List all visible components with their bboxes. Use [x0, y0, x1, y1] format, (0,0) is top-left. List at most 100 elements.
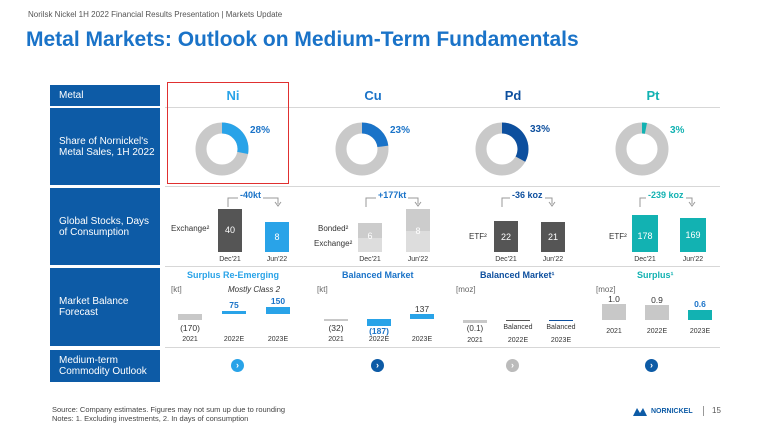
balance-year-pd-2021: 2021: [467, 337, 483, 344]
balance-value-cu-2022e: (187): [369, 326, 389, 336]
balance-value-pd-2023e: Balanced: [546, 324, 576, 331]
stock-value-pd-dec21: 22: [500, 232, 511, 242]
nornickel-logo: NORNICKEL: [632, 405, 693, 417]
balance-bar-ni-2021: [178, 314, 202, 320]
balance-year-pt-2023e: 2023E: [689, 328, 711, 335]
stock-bar-ni-jun22: [265, 222, 289, 252]
balance-bar-pt-2022e: [645, 305, 669, 320]
balance-year-ni-2021: 2021: [182, 336, 198, 343]
donut-share-slice: [221, 122, 249, 154]
balance-bar-cu-2021: [324, 319, 348, 321]
balance-bar-pt-2021: [602, 304, 626, 320]
balance-bar-cu-2022e: [367, 319, 391, 326]
balance-value-pt-2023e: 0.6: [694, 299, 706, 309]
stock-label-exchange: Exchange²: [314, 239, 353, 248]
stock-value-ni-dec21: 40: [224, 225, 235, 235]
stock-bar-pd-jun22: [541, 222, 565, 252]
balance-value-cu-2021: (32): [328, 323, 344, 333]
stock-value-cu-jun22: 8: [415, 226, 421, 236]
row-label-share: Share of Nornickel's Metal Sales, 1H 202…: [50, 108, 160, 185]
stock-value-pt-dec21: 178: [637, 231, 653, 241]
stock-value-pt-jun22: 169: [685, 230, 701, 240]
balance-year-cu-2021: 2021: [328, 336, 344, 343]
stock-date-ni-dec21: Dec'21: [219, 256, 241, 263]
balance-value-ni-2021: (170): [180, 323, 200, 333]
row-label-metal: Metal: [50, 85, 160, 106]
balance-bar-ni-2023e: [266, 307, 290, 314]
donut-chart-pt: [615, 122, 669, 176]
stock-label-pt: ETF²: [609, 232, 627, 241]
balance-year-ni-2022e: 2022E: [223, 336, 245, 343]
balance-year-ni-2023e: 2023E: [267, 336, 289, 343]
balance-bar-pt-2023e: [688, 310, 712, 320]
stock-bar-pt-jun22: [680, 218, 706, 252]
donut-remainder: [615, 122, 669, 176]
stock-bar-cu-dec21-exchange: [358, 238, 382, 252]
stock-value-ni-jun22: 8: [274, 232, 280, 242]
outlook-arrow-ni[interactable]: ›: [231, 359, 244, 372]
separator: [165, 186, 720, 187]
balance-year-pt-2022e: 2022E: [646, 328, 668, 335]
metal-header-ni: Ni: [226, 88, 240, 103]
separator: [165, 347, 720, 348]
balance-title-cu: Balanced Market: [342, 270, 414, 280]
balance-year-cu-2023e: 2023E: [411, 336, 433, 343]
outlook-arrow-pd[interactable]: ›: [506, 359, 519, 372]
stock-date-pd-dec21: Dec'21: [495, 256, 517, 263]
stock-bar-cu-jun22-bonded: [406, 209, 430, 231]
balance-value-pt-2022e: 0.9: [651, 295, 663, 305]
row-label-balance: Market Balance Forecast: [50, 268, 160, 346]
outlook-arrow-cu[interactable]: ›: [371, 359, 384, 372]
metal-header-pd: Pd: [504, 88, 522, 103]
nornickel-logo-icon: [633, 408, 647, 416]
delta-label-pt: -239 koz: [646, 190, 686, 200]
separator: [165, 107, 720, 108]
stock-bar-ni-dec21: [218, 209, 242, 252]
donut-share-slice: [501, 122, 529, 162]
page-number: 15: [712, 406, 721, 415]
stock-label-pd: ETF²: [469, 232, 487, 241]
footer-notes: Notes: 1. Excluding investments, 2. In d…: [52, 414, 249, 423]
share-value-pd: 33%: [530, 124, 551, 135]
balance-year-pd-2023e: 2023E: [550, 337, 572, 344]
stock-bar-cu-dec21-bonded: [358, 223, 382, 238]
metal-header-cu: Cu: [364, 88, 382, 103]
balance-unit-pd: [moz]: [456, 285, 476, 294]
balance-value-ni-2023e: 150: [270, 296, 286, 306]
balance-bar-ni-2022e: [222, 311, 246, 314]
balance-value-pd-2022e: Balanced: [503, 324, 533, 331]
stock-value-pd-jun22: 21: [547, 232, 558, 242]
page-title: Metal Markets: Outlook on Medium-Term Fu…: [26, 28, 579, 51]
footer-divider: [703, 406, 704, 416]
balance-year-pd-2022e: 2022E: [507, 337, 529, 344]
balance-note-ni: Mostly Class 2: [228, 285, 281, 294]
donut-chart-pd: [475, 122, 529, 176]
donut-share-slice: [361, 122, 389, 148]
stock-date-pt-dec21: Dec'21: [634, 256, 656, 263]
separator: [165, 266, 720, 267]
balance-unit-pt: [moz]: [596, 285, 616, 294]
share-value-ni: 28%: [250, 125, 271, 136]
share-value-pt: 3%: [670, 125, 685, 136]
stock-value-cu-dec21: 6: [367, 231, 373, 241]
footer-source: Source: Company estimates. Figures may n…: [52, 405, 286, 414]
stock-date-cu-jun22: Jun'22: [407, 256, 429, 263]
stock-bar-cu-jun22-exchange: [406, 231, 430, 252]
share-value-cu: 23%: [390, 125, 411, 136]
balance-unit-cu: [kt]: [317, 285, 328, 294]
stock-date-cu-dec21: Dec'21: [359, 256, 381, 263]
balance-year-pt-2021: 2021: [606, 328, 622, 335]
stock-label-bonded: Bonded²: [318, 224, 349, 233]
presentation-subtitle: Norilsk Nickel 1H 2022 Financial Results…: [28, 10, 283, 19]
nornickel-logo-text: NORNICKEL: [651, 407, 693, 415]
outlook-arrow-pt[interactable]: ›: [645, 359, 658, 372]
donut-chart-ni: [195, 122, 249, 176]
donut-chart-cu: [335, 122, 389, 176]
row-label-outlook: Medium-term Commodity Outlook: [50, 350, 160, 382]
balance-value-ni-2022e: 75: [229, 300, 239, 310]
balance-bar-pd-2021: [463, 320, 487, 323]
metal-header-pt: Pt: [646, 88, 660, 103]
balance-year-cu-2022e: 2022E: [368, 336, 390, 343]
balance-bar-pd-2023e: [549, 320, 573, 321]
delta-label-pd: -36 koz: [510, 190, 545, 200]
